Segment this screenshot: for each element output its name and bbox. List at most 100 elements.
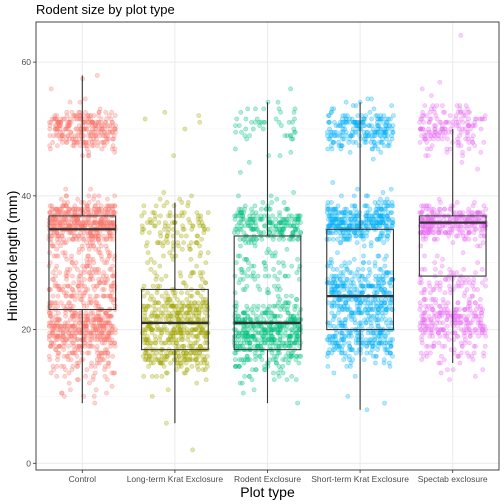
data-point [86,246,92,252]
data-point [353,233,359,239]
data-point [440,109,446,115]
data-point [341,216,347,222]
data-point [149,330,155,336]
data-point [75,216,80,222]
data-point [364,210,369,215]
data-point [339,320,345,326]
data-point [104,223,110,229]
data-point [91,196,96,202]
data-point [56,119,62,125]
data-point [49,216,55,222]
data-point [60,133,66,139]
data-point [111,210,117,215]
data-point [192,300,197,306]
data-point [52,223,57,229]
data-point [338,240,344,246]
data-point [461,307,467,312]
data-point [76,109,82,115]
data-point [260,303,266,309]
data-point [98,220,104,225]
data-point [461,266,467,272]
data-point [96,280,102,286]
data-point [431,340,437,346]
data-point [110,297,116,302]
data-point [174,340,179,346]
data-point [66,330,71,336]
data-point [170,337,176,342]
data-point [92,370,98,376]
data-point [90,323,96,329]
data-point [173,330,179,336]
data-point [84,256,90,262]
data-point [70,323,75,329]
data-point [176,243,181,249]
data-point [268,330,274,336]
data-point [108,283,114,289]
data-point [442,206,447,212]
data-point [355,186,360,192]
data-point [454,270,460,276]
data-point [149,373,155,379]
data-point [331,206,336,212]
data-point [188,256,194,262]
data-point [373,210,379,215]
data-point [104,260,110,266]
data-point [183,360,189,366]
data-point [70,236,76,242]
data-point [73,126,79,132]
data-point [171,327,177,332]
data-point [163,236,169,242]
data-point [54,263,60,269]
data-point [63,273,69,279]
data-point [442,290,448,296]
data-point [276,106,282,112]
data-point [177,330,183,336]
data-point [84,323,90,329]
data-point [103,133,109,139]
data-point [364,407,370,413]
data-point [51,243,57,249]
data-point [55,119,61,125]
data-point [96,360,102,366]
data-point [197,330,202,336]
data-point [445,330,451,336]
data-point [198,250,204,256]
data-point [49,330,55,336]
data-point [372,337,377,342]
data-point [479,116,485,122]
data-point [113,123,118,128]
data-point [66,380,72,386]
data-point [103,119,109,125]
data-point [88,136,94,142]
data-point [96,119,101,125]
data-point [61,323,67,329]
data-point [447,113,453,118]
data-point [87,330,93,336]
data-point [197,223,203,229]
data-point [90,123,95,128]
data-point [434,327,440,332]
data-point [94,357,100,363]
data-point [57,287,62,292]
data-point [354,119,360,125]
data-point [75,139,81,145]
data-point [94,266,100,272]
data-point [347,233,353,239]
data-point [353,129,359,135]
data-point [246,216,252,222]
data-point [69,330,75,336]
data-point [86,313,91,319]
data-point [95,233,101,239]
data-point [254,307,260,312]
data-point [353,350,359,356]
data-point [73,260,79,266]
data-point [189,270,195,276]
data-point [151,223,157,229]
data-point [444,136,450,142]
data-point [53,343,58,349]
data-point [473,313,479,319]
data-point [67,337,73,342]
data-point [462,337,468,342]
data-point [54,220,60,225]
data-point [339,263,344,269]
